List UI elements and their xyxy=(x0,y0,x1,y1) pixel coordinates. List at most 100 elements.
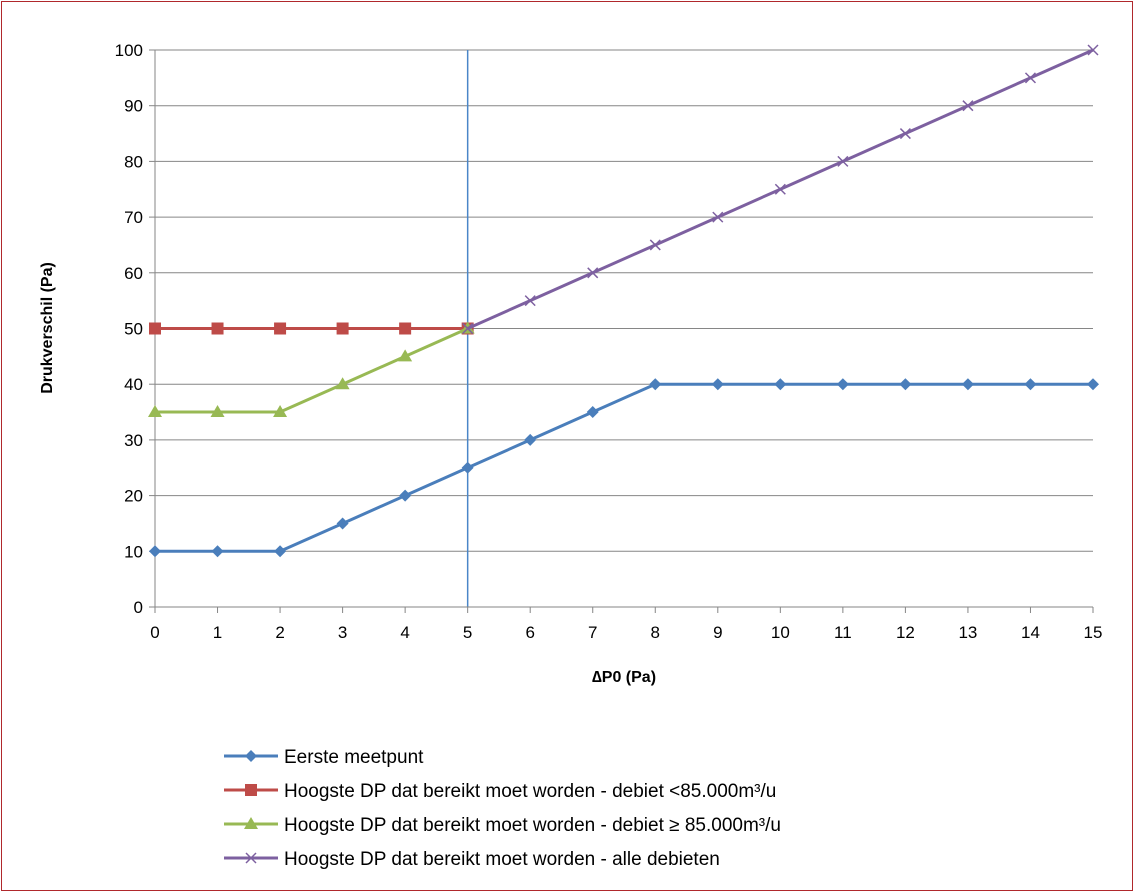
x-marker-stroke xyxy=(962,100,974,112)
diamond-marker xyxy=(524,433,537,446)
y-tick-label: 90 xyxy=(124,97,143,116)
legend-label: Hoogste DP dat bereikt moet worden - deb… xyxy=(284,815,781,836)
legend-item: Hoogste DP dat bereikt moet worden - all… xyxy=(224,849,720,870)
legend-label: Eerste meetpunt xyxy=(284,747,424,768)
diamond-marker xyxy=(899,378,912,391)
x-tick-label: 2 xyxy=(275,623,284,642)
x-tick-label: 14 xyxy=(1021,623,1040,642)
x-tick-label: 11 xyxy=(834,623,852,642)
diamond-marker xyxy=(961,378,974,391)
diamond-marker xyxy=(711,378,724,391)
triangle-marker xyxy=(210,405,225,418)
square-marker xyxy=(149,322,161,335)
x-axis-title: ∆P0 (Pa) xyxy=(592,669,656,686)
diamond-marker xyxy=(245,750,257,762)
y-tick-label: 80 xyxy=(124,152,143,171)
x-marker-stroke xyxy=(587,267,599,279)
x-tick-label: 15 xyxy=(1084,623,1103,642)
triangle-marker xyxy=(273,405,288,418)
series-2 xyxy=(149,322,474,335)
series-1 xyxy=(149,378,1099,558)
diamond-marker xyxy=(836,378,849,391)
y-tick-label: 50 xyxy=(124,320,143,339)
x-marker-stroke xyxy=(712,211,724,223)
series-line xyxy=(155,382,1093,553)
x-marker xyxy=(899,128,911,140)
y-tick-label: 40 xyxy=(124,375,143,394)
x-marker xyxy=(712,211,724,223)
x-marker xyxy=(649,239,661,251)
x-marker xyxy=(524,295,536,307)
x-tick-label: 7 xyxy=(588,623,597,642)
triangle-marker xyxy=(335,377,350,390)
diamond-marker xyxy=(149,545,161,558)
diamond-marker xyxy=(1087,378,1099,391)
x-marker-stroke xyxy=(774,183,786,195)
diamond-marker xyxy=(336,517,349,530)
x-marker-stroke xyxy=(649,239,661,251)
legend-label: Hoogste DP dat bereikt moet worden - all… xyxy=(284,849,720,870)
diamond-marker xyxy=(399,489,412,502)
x-marker xyxy=(245,852,257,864)
diamond-marker xyxy=(1024,378,1037,391)
x-tick-label: 10 xyxy=(771,623,790,642)
x-tick-label: 9 xyxy=(713,623,722,642)
legend: Eerste meetpunt Hoogste DP dat bereikt mo… xyxy=(224,747,781,870)
x-marker xyxy=(1024,72,1036,84)
x-tick-label: 1 xyxy=(213,623,222,642)
x-marker-stroke xyxy=(899,128,911,140)
series-group xyxy=(148,44,1099,558)
x-tick-label: 13 xyxy=(958,623,977,642)
x-marker-stroke xyxy=(837,155,849,167)
x-marker-stroke xyxy=(1087,44,1099,56)
square-marker xyxy=(211,322,224,335)
x-marker xyxy=(774,183,786,195)
x-tick-label: 8 xyxy=(651,623,660,642)
y-tick-label: 10 xyxy=(124,542,143,561)
y-axis-title: Drukverschil (Pa) xyxy=(39,262,56,394)
series-3 xyxy=(148,321,475,418)
x-marker xyxy=(837,155,849,167)
diamond-marker xyxy=(774,378,787,391)
legend-label: Hoogste DP dat bereikt moet worden - deb… xyxy=(284,781,776,802)
x-marker-stroke xyxy=(245,852,257,864)
x-marker xyxy=(1087,44,1099,56)
x-marker xyxy=(587,267,599,279)
x-tick-label: 4 xyxy=(400,623,409,642)
x-tick-label: 6 xyxy=(525,623,534,642)
x-marker xyxy=(462,322,474,335)
diamond-marker xyxy=(274,545,287,558)
triangle-marker xyxy=(398,349,413,362)
legend-item: Hoogste DP dat bereikt moet worden - deb… xyxy=(224,781,776,802)
y-tick-label: 20 xyxy=(124,487,143,506)
legend-item: Eerste meetpunt xyxy=(224,747,424,768)
triangle-marker xyxy=(148,405,162,418)
x-marker-stroke xyxy=(462,322,474,335)
x-tick-label: 3 xyxy=(338,623,347,642)
x-marker-stroke xyxy=(524,295,536,307)
y-tick-label: 100 xyxy=(115,41,143,60)
gridlines xyxy=(155,49,1093,552)
y-tick-label: 0 xyxy=(134,598,143,617)
diamond-marker xyxy=(211,545,224,558)
triangle-marker xyxy=(244,817,258,829)
series-line xyxy=(155,327,469,414)
x-tick-label: 12 xyxy=(896,623,915,642)
diamond-marker xyxy=(649,378,662,391)
x-tick-label: 5 xyxy=(463,623,472,642)
diamond-marker xyxy=(586,406,599,419)
x-tick-label: 0 xyxy=(150,623,159,642)
square-marker xyxy=(336,322,349,335)
y-tick-label: 60 xyxy=(124,264,143,283)
axes xyxy=(149,49,1094,613)
legend-item: Hoogste DP dat bereikt moet worden - deb… xyxy=(224,815,781,836)
square-marker xyxy=(274,322,287,335)
series-4 xyxy=(462,44,1099,335)
y-tick-label: 70 xyxy=(124,208,143,227)
square-marker xyxy=(245,784,257,796)
x-marker xyxy=(962,100,974,112)
diamond-marker xyxy=(461,461,474,474)
